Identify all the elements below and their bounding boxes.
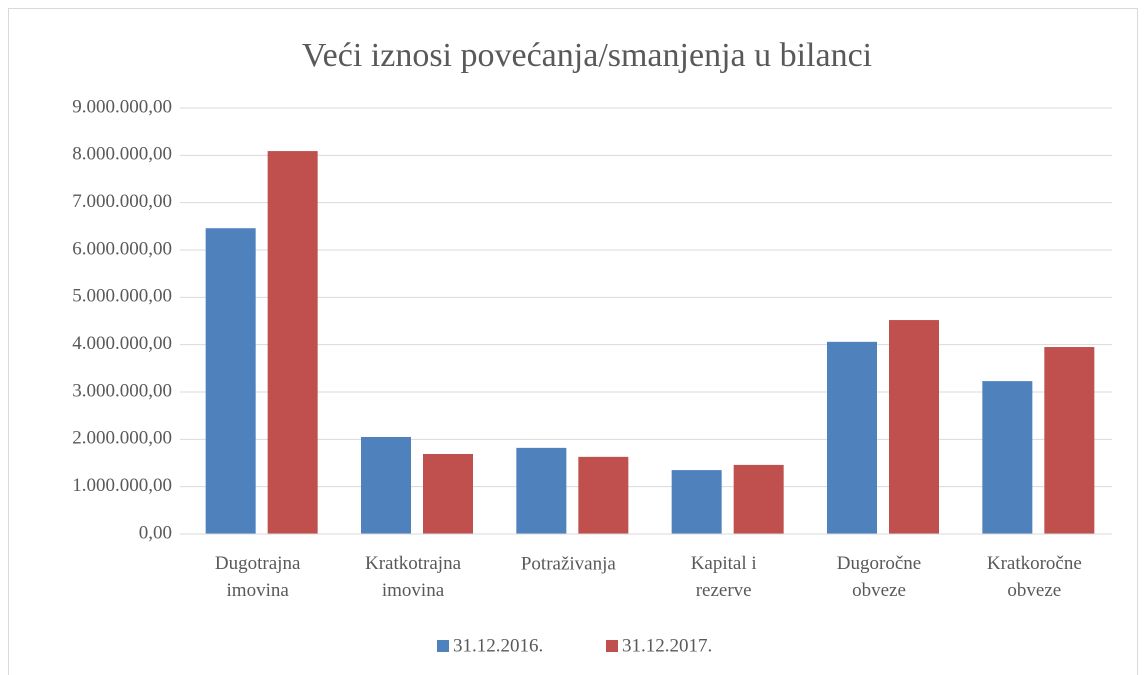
x-tick-label: Kapital i rezerve xyxy=(691,553,757,601)
x-tick-label: Potraživanja xyxy=(521,553,617,574)
bar xyxy=(578,456,629,534)
y-tick-label: 8.000.000,00 xyxy=(72,144,172,165)
y-tick-label: 6.000.000,00 xyxy=(72,238,172,259)
x-tick-label: Kratkotrajna imovina xyxy=(365,553,462,601)
y-tick-label: 0,00 xyxy=(139,522,172,543)
bar xyxy=(516,447,567,534)
legend-swatch xyxy=(437,640,449,652)
y-tick-label: 9.000.000,00 xyxy=(72,96,172,117)
bar xyxy=(267,151,318,534)
y-tick-label: 7.000.000,00 xyxy=(72,191,172,212)
legend-swatch xyxy=(606,640,618,652)
y-tick-label: 2.000.000,00 xyxy=(72,428,172,449)
legend-label: 31.12.2017. xyxy=(622,635,712,656)
y-tick-label: 5.000.000,00 xyxy=(72,286,172,307)
bar xyxy=(827,341,877,534)
y-tick-label: 4.000.000,00 xyxy=(72,333,172,354)
y-tick-label: 3.000.000,00 xyxy=(72,380,172,401)
bar xyxy=(361,436,411,534)
bar xyxy=(889,320,939,534)
bar xyxy=(982,381,1033,534)
legend-label: 31.12.2016. xyxy=(453,635,543,656)
bar xyxy=(1044,347,1095,534)
y-tick-label: 1.000.000,00 xyxy=(72,475,172,496)
x-tick-label: Dugoročne obveze xyxy=(837,553,921,601)
chart-frame xyxy=(8,8,1138,675)
x-tick-label: Kratkoročne obveze xyxy=(987,553,1082,601)
x-tick-label: Dugotrajna imovina xyxy=(215,553,301,601)
bar xyxy=(733,464,784,534)
chart-title: Veći iznosi povećanja/smanjenja u bilanc… xyxy=(302,37,872,74)
bar xyxy=(205,228,256,534)
bar xyxy=(423,454,473,534)
bar xyxy=(671,470,722,534)
